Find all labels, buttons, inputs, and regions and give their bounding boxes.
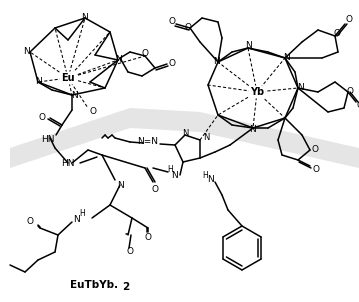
Text: H: H [79,210,85,219]
Text: N: N [24,47,31,56]
Text: O: O [89,108,97,117]
Text: N: N [115,56,121,65]
Text: O: O [38,114,46,123]
Text: N: N [34,78,41,86]
Text: O: O [345,15,353,24]
Text: HN: HN [61,159,75,168]
Text: N: N [213,57,219,66]
Text: O: O [346,88,354,97]
Text: O: O [151,185,159,194]
Text: N: N [74,216,80,224]
Text: N=N: N=N [137,137,159,146]
Text: O: O [334,30,340,38]
Text: 2: 2 [122,282,129,292]
Text: O: O [185,24,191,33]
Text: O: O [168,17,176,25]
Text: O: O [141,50,149,59]
Text: N: N [284,53,290,63]
Text: O: O [145,233,151,243]
Text: N: N [81,14,88,23]
Text: N: N [182,128,188,137]
Text: O: O [312,165,320,175]
Text: N: N [207,175,213,185]
Text: HN: HN [41,136,55,144]
Text: H: H [167,165,173,175]
Text: O: O [356,101,359,111]
Text: N: N [172,172,178,181]
Text: Yb: Yb [250,87,264,97]
Text: O: O [27,217,33,226]
Text: Eu: Eu [61,73,75,83]
Text: O: O [168,59,176,69]
Text: N: N [244,41,251,50]
Text: N: N [117,181,123,189]
Text: EuTbYb.: EuTbYb. [70,280,118,290]
Text: N: N [297,83,303,92]
Text: N: N [250,126,256,134]
Text: O: O [312,146,318,155]
Text: O: O [126,248,134,256]
Text: N: N [203,133,209,143]
Text: H: H [202,171,208,179]
Polygon shape [10,108,359,168]
Text: N: N [71,91,78,99]
